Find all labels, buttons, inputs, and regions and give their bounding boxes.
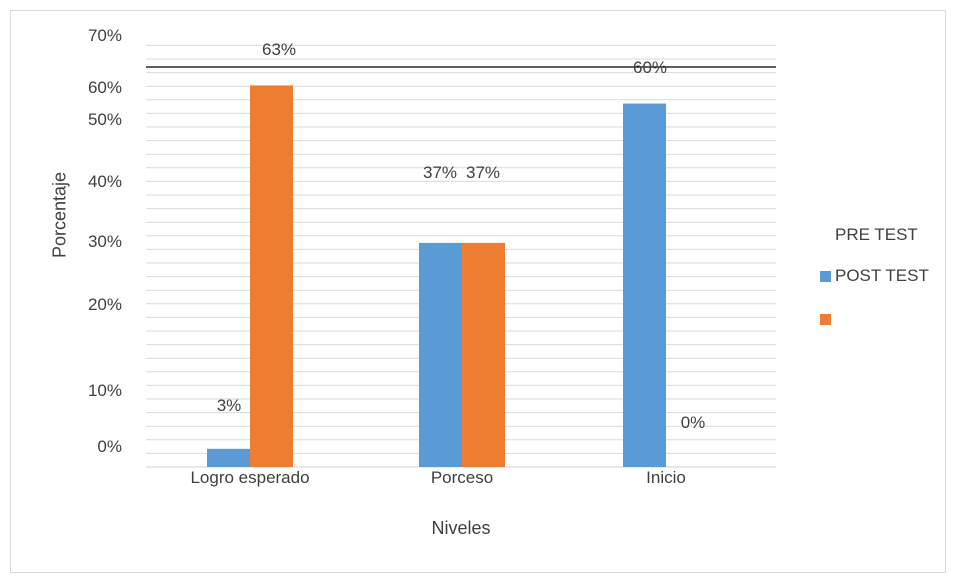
bar-series-0-logro-esperado — [207, 448, 250, 467]
bar-series-1-porceso — [462, 242, 505, 467]
legend-swatch-orange — [820, 314, 831, 325]
data-label: 60% — [632, 58, 668, 77]
data-label: 3% — [216, 396, 242, 415]
y-tick-label: 20% — [87, 295, 122, 314]
y-tick-label: 10% — [87, 381, 122, 400]
bar-series-0-porceso — [419, 242, 462, 467]
y-tick-label: 40% — [87, 172, 122, 191]
legend-swatch-blue — [820, 270, 831, 282]
y-tick-label: 0% — [97, 437, 122, 456]
y-tick-label: 60% — [87, 78, 122, 97]
data-label: 0% — [680, 413, 706, 432]
bar-series-0-inicio — [623, 103, 666, 468]
y-tick-label: 50% — [87, 110, 122, 129]
data-label: 63% — [261, 40, 297, 59]
bar-series-1-logro-esperado — [250, 85, 293, 468]
x-tick-label: Logro esperado — [190, 468, 310, 487]
legend-item-post-test: POST TEST — [820, 266, 929, 286]
x-tick-label: Inicio — [646, 468, 686, 487]
y-axis-label: Porcentaje — [49, 171, 70, 259]
data-label: 37% — [422, 163, 458, 182]
legend-title: PRE TEST — [835, 225, 918, 244]
y-tick-label: 70% — [87, 26, 122, 45]
legend-item-orange — [820, 314, 835, 325]
x-tick-label: Porceso — [430, 468, 494, 487]
data-label: 37% — [465, 163, 501, 182]
x-axis-label: Niveles — [431, 518, 491, 538]
y-tick-label: 30% — [87, 232, 122, 251]
legend-label-post-test: POST TEST — [835, 266, 929, 285]
